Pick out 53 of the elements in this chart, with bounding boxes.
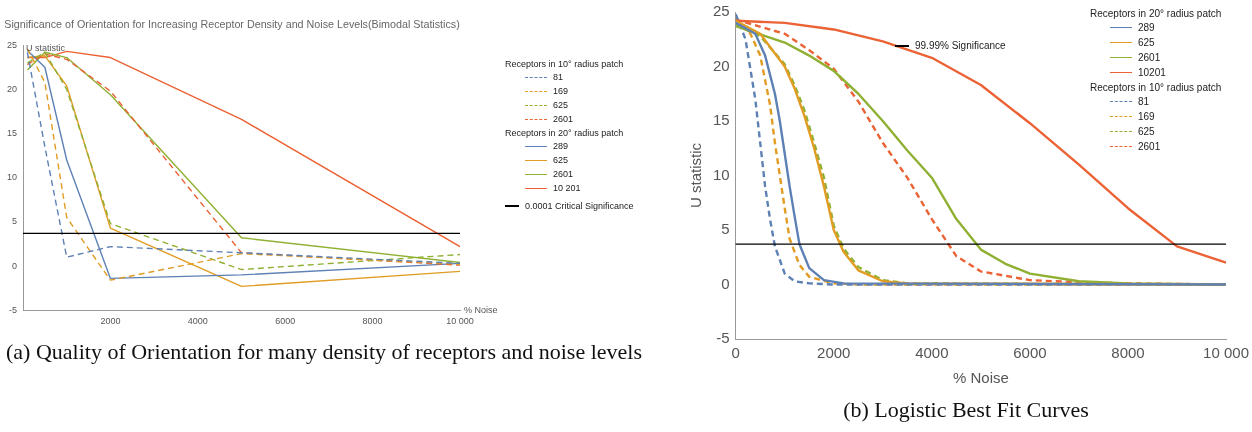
legend-label: 625 [553,100,569,110]
y-tick-label: 20 [7,83,18,94]
x-tick-label: 6000 [275,316,296,327]
x-tick-label: 10 000 [446,316,474,327]
legend-label: 2601 [553,169,574,179]
y-tick-label: 15 [713,111,730,129]
chart-title: Significance of Orientation for Increasing Receptor Density and Noise Levels(Bimodal Statistics) [4,17,460,30]
y-axis-title: U statistic [687,142,705,209]
x-tick-label: 10 000 [1203,344,1250,362]
x-tick-label: 6000 [1013,344,1047,362]
legend-label: 169 [1138,111,1155,122]
legend-label: 2601 [1138,52,1161,63]
y-tick-label: 10 [713,165,730,183]
x-tick-label: 8000 [362,316,383,327]
legend-label: 10201 [1138,67,1166,78]
legend-label: 81 [1138,96,1150,107]
x-tick-label: 2000 [100,316,121,327]
y-tick-label: 0 [721,274,730,292]
legend-label: 625 [1138,126,1155,137]
text: (b) Logistic Best Fit Curves [842,396,1090,424]
y-tick-label: 20 [713,56,730,74]
x-tick-label: 8000 [1111,344,1145,362]
y-tick-label: -5 [716,329,730,347]
legend-label: 289 [1138,22,1155,33]
x-axis-title: % Noise [464,304,498,315]
x-axis-title: % Noise [952,369,1009,387]
legend-label: 169 [553,86,569,96]
x-tick-label: 2000 [817,344,851,362]
x-tick-label: 4000 [187,316,208,327]
text: (a) Quality of Orientation for many density of receptors and noise levels [6,338,643,366]
legend-label: 0.0001 Critical Significance [525,201,634,211]
legend-label: 289 [553,141,569,151]
legend-label: 2601 [553,114,574,124]
text: Receptors in 20° radius patch [505,128,625,138]
annotation: Receptors in 20° radius patch [1090,8,1222,19]
y-tick-label: 25 [7,39,18,50]
x-tick-label: 4000 [915,344,949,362]
y-tick-label: 15 [7,128,18,139]
y-axis-title: U statistic [26,43,66,53]
legend-label: 81 [553,72,564,82]
y-tick-label: 5 [12,216,18,227]
y-tick-label: 25 [713,2,730,20]
legend-label: 625 [1138,37,1155,48]
y-tick-label: -5 [9,304,18,315]
y-tick-label: 5 [721,220,730,238]
legend-label: 99.99% Significance [915,40,1006,51]
y-tick-label: 10 [7,172,18,183]
text: Receptors in 10° radius patch [505,59,625,69]
legend-label: 2601 [1138,141,1161,152]
annotation: Receptors in 10° radius patch [1090,82,1222,93]
legend-label: 625 [553,155,569,165]
legend-label: 10 201 [553,183,581,193]
y-tick-label: 0 [12,260,18,271]
